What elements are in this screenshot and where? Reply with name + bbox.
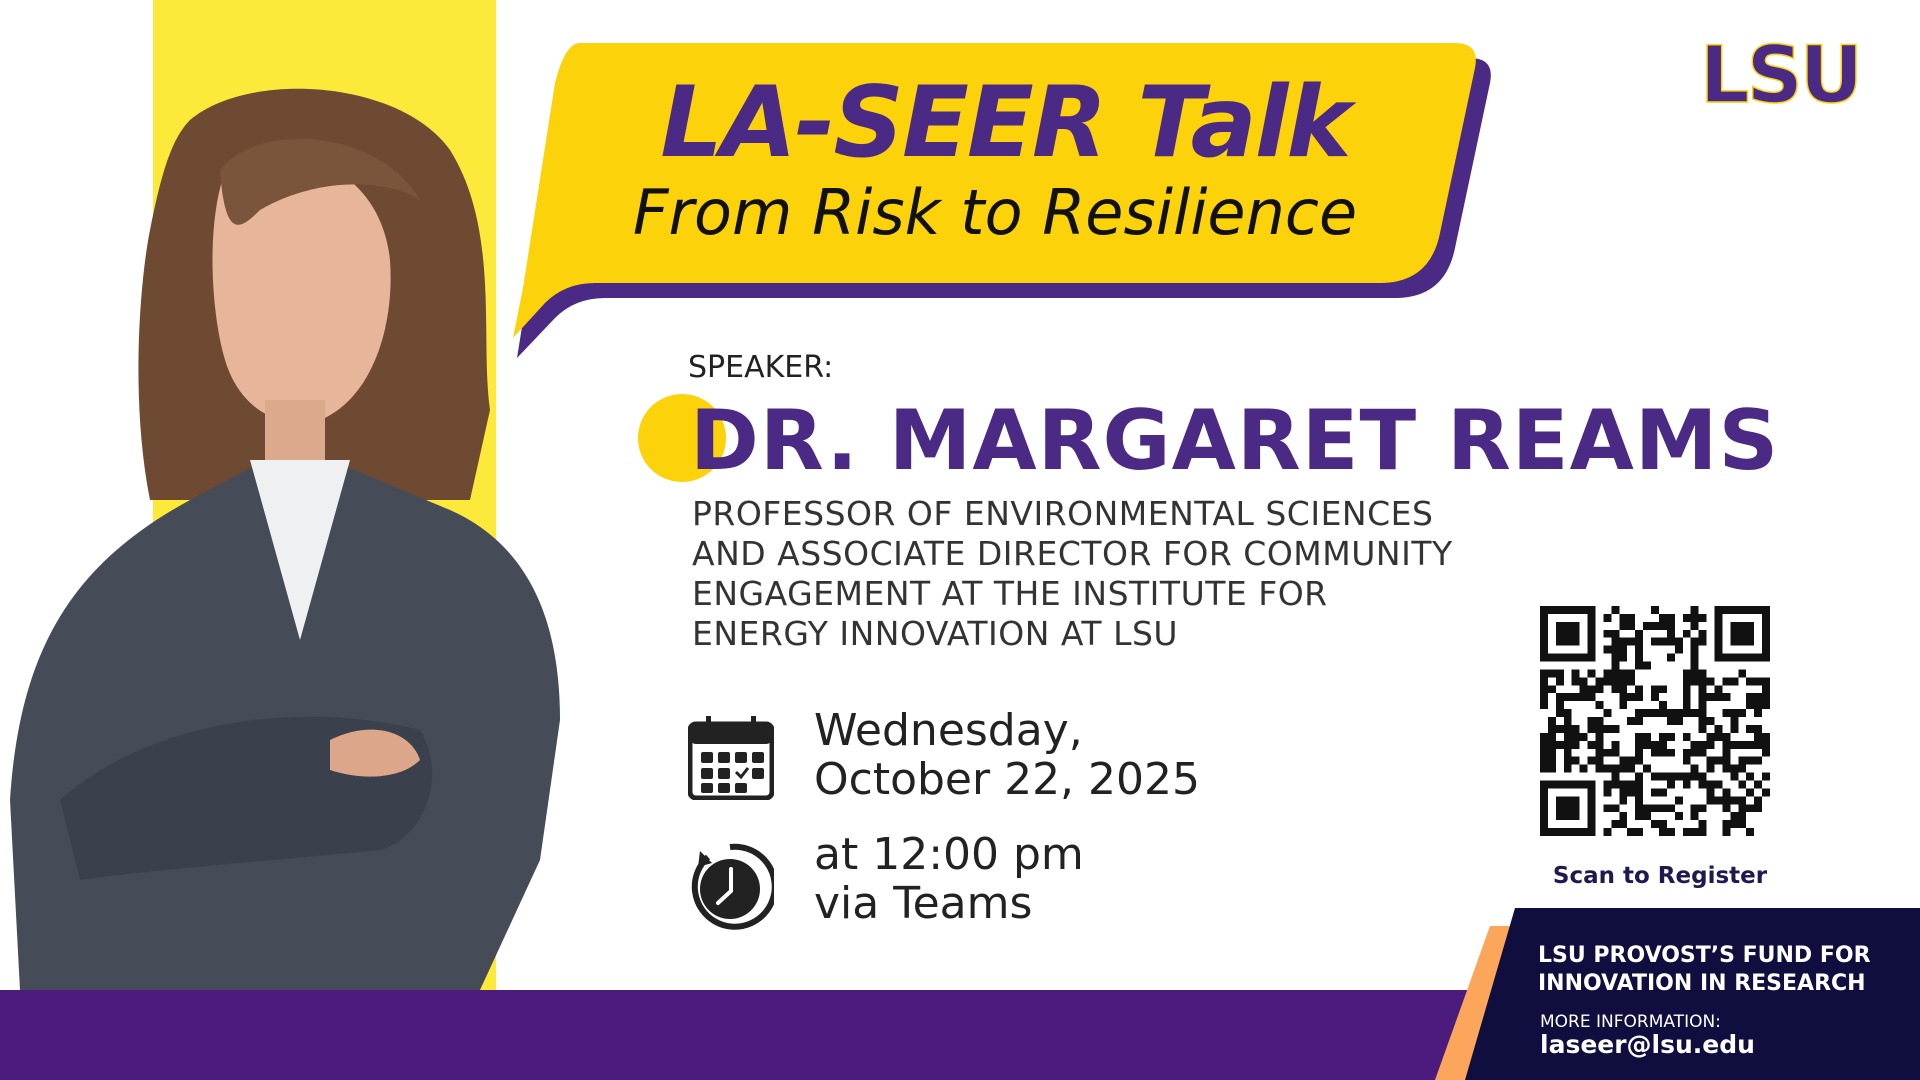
speaker-name: DR. MARGARET REAMS [690,392,1780,489]
description-line: ENERGY INNOVATION AT LSU [692,614,1179,653]
contact-email-link[interactable]: laseer@lsu.edu [1540,1030,1755,1059]
event-time: at 12:00 pm via Teams [814,830,1084,928]
logo-text: LSU [1700,40,1860,110]
date-line: October 22, 2025 [814,754,1201,805]
qr-modules [1540,606,1770,836]
calendar-icon [688,716,774,800]
time-line: at 12:00 pm [814,829,1084,880]
fund-line: LSU PROVOST’S FUND FOR [1538,943,1871,968]
clock-icon [691,843,774,930]
event-subtitle: From Risk to Resilience [632,176,1358,249]
description-line: PROFESSOR OF ENVIRONMENTAL SCIENCES [692,494,1434,533]
time-line: via Teams [814,878,1033,929]
title-bubble [513,43,1491,358]
description-line: AND ASSOCIATE DIRECTOR FOR COMMUNITY [692,534,1453,573]
footer-panel [1435,908,1920,1080]
accent-dot [638,394,726,482]
event-title: LA-SEER Talk [660,66,1351,180]
description-line: ENGAGEMENT AT THE INSTITUTE FOR [692,574,1328,613]
fund-line: INNOVATION IN RESEARCH [1538,971,1866,996]
fund-name: LSU PROVOST’S FUND FOR INNOVATION IN RES… [1538,942,1871,998]
speaker-photo [10,88,560,990]
event-date: Wednesday, October 22, 2025 [814,706,1200,804]
more-info-label: MORE INFORMATION: [1540,1012,1721,1032]
register-qr-code[interactable] [1540,606,1770,836]
scan-to-register-label: Scan to Register [1552,863,1768,889]
speaker-label: SPEAKER: [688,350,834,385]
speaker-description: PROFESSOR OF ENVIRONMENTAL SCIENCES AND … [692,494,1453,654]
lsu-logo: LSU [1699,40,1864,110]
date-line: Wednesday, [814,705,1083,756]
